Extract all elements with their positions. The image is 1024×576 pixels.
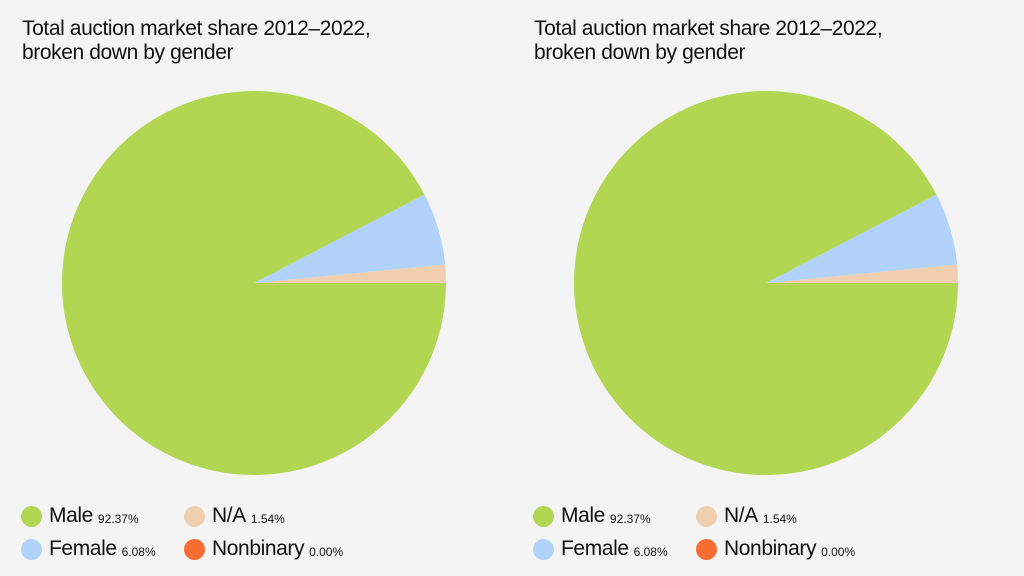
legend-swatch-na (184, 505, 205, 527)
chart-panel-left: Total auction market share 2012–2022, br… (21, 17, 447, 561)
chart-title-line-1: Total auction market share 2012–2022, (22, 17, 371, 40)
legend-label-female: Female (561, 537, 629, 560)
chart-title: Total auction market share 2012–2022, br… (534, 17, 954, 65)
legend-swatch-male (21, 505, 42, 527)
legend-label-male: Male (561, 504, 605, 527)
legend-value-na: 1.54% (762, 512, 797, 526)
legend-label-nonbinary: Nonbinary (724, 537, 817, 560)
legend-value-female: 6.08% (633, 545, 668, 559)
chart-title-line-2: broken down by gender (22, 41, 234, 64)
chart-panel-right: Total auction market share 2012–2022, br… (512, 0, 1024, 576)
legend-item-female: Female 6.08% (21, 537, 156, 561)
chart-title-line-2: broken down by gender (534, 41, 746, 64)
legend-value-nonbinary: 0.00% (309, 545, 344, 559)
legend-item-nonbinary: Nonbinary 0.00% (184, 537, 343, 561)
legend-item-female: Female 6.08% (533, 537, 668, 561)
legend-value-na: 1.54% (250, 512, 285, 526)
legend-item-na: N/A 1.54% (696, 504, 797, 528)
legend-item-male: Male 92.37% (21, 504, 139, 528)
legend-item-male: Male 92.37% (533, 504, 651, 528)
pie-chart (62, 90, 447, 475)
pie-slice-na (766, 264, 958, 283)
legend-label-male: Male (49, 504, 93, 527)
chart-title-line-1: Total auction market share 2012–2022, (534, 17, 883, 40)
chart-title: Total auction market share 2012–2022, br… (22, 17, 442, 65)
legend-swatch-female (533, 538, 554, 560)
legend-label-nonbinary: Nonbinary (212, 537, 305, 560)
pie-slice-female (254, 194, 446, 283)
pie-slice-female (766, 194, 958, 283)
pie-slice-male (574, 90, 958, 475)
legend-value-male: 92.37% (97, 512, 139, 526)
pie-slice-male (62, 90, 447, 475)
legend-value-nonbinary: 0.00% (821, 545, 856, 559)
pie-chart (574, 90, 958, 475)
legend-swatch-female (21, 538, 42, 560)
legend-value-female: 6.08% (121, 545, 156, 559)
legend-label-na: N/A (724, 504, 758, 527)
legend-swatch-male (533, 505, 554, 527)
legend-swatch-na (696, 505, 717, 527)
legend-item-nonbinary: Nonbinary 0.00% (696, 537, 855, 561)
legend-value-male: 92.37% (609, 512, 651, 526)
legend-swatch-nonbinary (184, 538, 205, 560)
legend-label-na: N/A (212, 504, 246, 527)
legend-label-female: Female (49, 537, 117, 560)
pie-slice-na (254, 264, 446, 283)
legend-swatch-nonbinary (696, 538, 717, 560)
legend-item-na: N/A 1.54% (184, 504, 285, 528)
